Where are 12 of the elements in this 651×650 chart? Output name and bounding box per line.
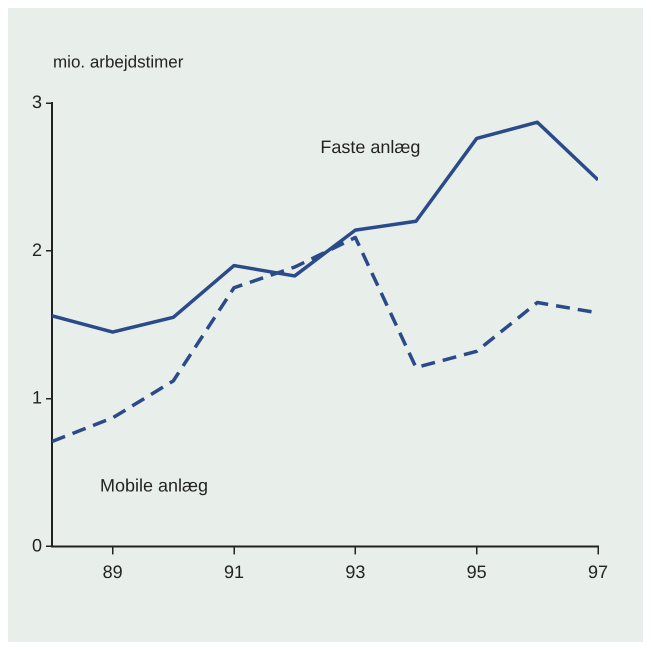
y-tick-label: 0 [32, 535, 42, 556]
x-tick-label: 89 [102, 562, 123, 582]
x-tick-label: 93 [345, 562, 366, 582]
y-axis-title: mio. arbejdstimer [53, 52, 184, 72]
text: Mobile anlæg [100, 475, 208, 496]
x-tick-label: 97 [588, 562, 608, 582]
x-tick-label: 91 [224, 562, 244, 582]
x-tick-label: 95 [466, 562, 487, 582]
y-tick-label: 2 [32, 240, 42, 260]
y-tick-label: 1 [32, 388, 42, 408]
series-label: Faste anlæg [320, 137, 420, 158]
y-tick-label: 3 [32, 92, 42, 112]
